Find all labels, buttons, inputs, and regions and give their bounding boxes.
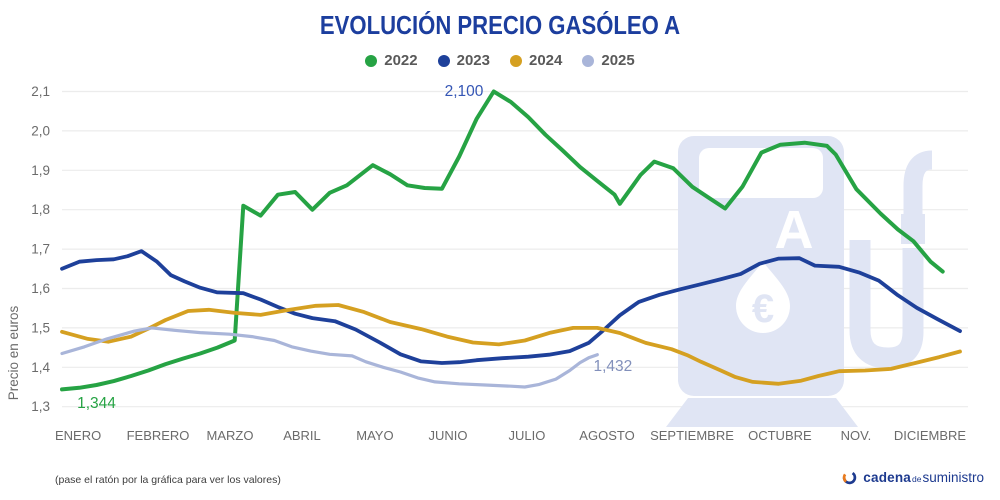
chart-legend: 2022 2023 2024 2025 <box>0 52 1000 69</box>
x-tick-label: JUNIO <box>429 428 468 443</box>
data-label-1,344: 1,344 <box>77 395 116 412</box>
legend-dot-2023 <box>437 54 450 67</box>
series-line-2025[interactable] <box>60 326 599 389</box>
data-label-2,100: 2,100 <box>445 83 484 100</box>
y-axis-title: Precio en euros <box>6 305 21 400</box>
legend-label-2022: 2022 <box>384 52 418 69</box>
x-tick-label: FEBRERO <box>127 428 190 443</box>
watermark-drop-icon <box>736 262 790 333</box>
legend-dot-2022 <box>365 54 378 67</box>
chart-title: EVOLUCIÓN PRECIO GASÓLEO A <box>319 10 681 40</box>
legend-label-2023: 2023 <box>456 52 490 69</box>
x-tick-label: ABRIL <box>283 428 321 443</box>
x-tick-label: MAYO <box>356 428 393 443</box>
y-tick-label: 1,6 <box>31 281 50 296</box>
x-tick-label: JULIO <box>508 428 545 443</box>
x-tick-label: OCTUBRE <box>748 428 812 443</box>
brand-logo[interactable]: cadenadesuministro <box>842 470 984 485</box>
brand-ring-icon <box>843 470 857 485</box>
legend-label-2024: 2024 <box>529 52 563 69</box>
legend-item-2022[interactable]: 2022 <box>365 52 418 69</box>
y-axis-tick-labels: 1,3 1,4 1,5 1,6 1,7 1,8 1,9 2,0 2,1 <box>31 84 50 414</box>
legend-dot-2025 <box>582 54 595 67</box>
series-line-2022[interactable] <box>60 89 945 392</box>
y-tick-label: 2,0 <box>31 123 50 138</box>
y-tick-label: 1,8 <box>31 202 50 217</box>
x-tick-label: SEPTIEMBRE <box>650 428 734 443</box>
legend-item-2024[interactable]: 2024 <box>510 52 562 69</box>
legend-item-2025[interactable]: 2025 <box>582 52 635 69</box>
fuel-pump-watermark: A € <box>666 136 933 427</box>
pump-hose-icon <box>849 240 924 369</box>
y-tick-label: 2,1 <box>31 84 50 99</box>
x-axis-month-labels: ENERO FEBRERO MARZO ABRIL MAYO JUNIO JULIO AGOS… <box>55 428 966 443</box>
gridlines <box>62 90 968 408</box>
legend-label-2025: 2025 <box>601 52 635 69</box>
x-tick-label: DICIEMBRE <box>894 428 967 443</box>
x-tick-label: ENERO <box>55 428 101 443</box>
legend-item-2023[interactable]: 2023 <box>437 52 490 69</box>
y-tick-label: 1,9 <box>31 163 50 178</box>
watermark-letter-a: A <box>775 200 814 260</box>
series-line-2023[interactable] <box>60 249 962 365</box>
y-tick-label: 1,7 <box>31 242 50 257</box>
y-tick-label: 1,3 <box>31 399 50 414</box>
series-line-2024[interactable] <box>60 303 962 386</box>
watermark-euro-icon: € <box>752 287 774 331</box>
legend-dot-2024 <box>510 54 522 67</box>
data-label-1,432: 1,432 <box>594 358 633 375</box>
pump-nozzle-hook-icon <box>903 150 933 216</box>
x-tick-label: AGOSTO <box>579 428 634 443</box>
x-tick-label: MARZO <box>207 428 254 443</box>
y-tick-label: 1,4 <box>31 360 50 375</box>
x-tick-label: NOV. <box>841 428 872 443</box>
brand-text: cadenadesuministro <box>863 470 984 485</box>
y-tick-label: 1,5 <box>31 320 50 335</box>
hover-hint-note: (pase el ratón por la gráfica para ver l… <box>55 474 281 486</box>
